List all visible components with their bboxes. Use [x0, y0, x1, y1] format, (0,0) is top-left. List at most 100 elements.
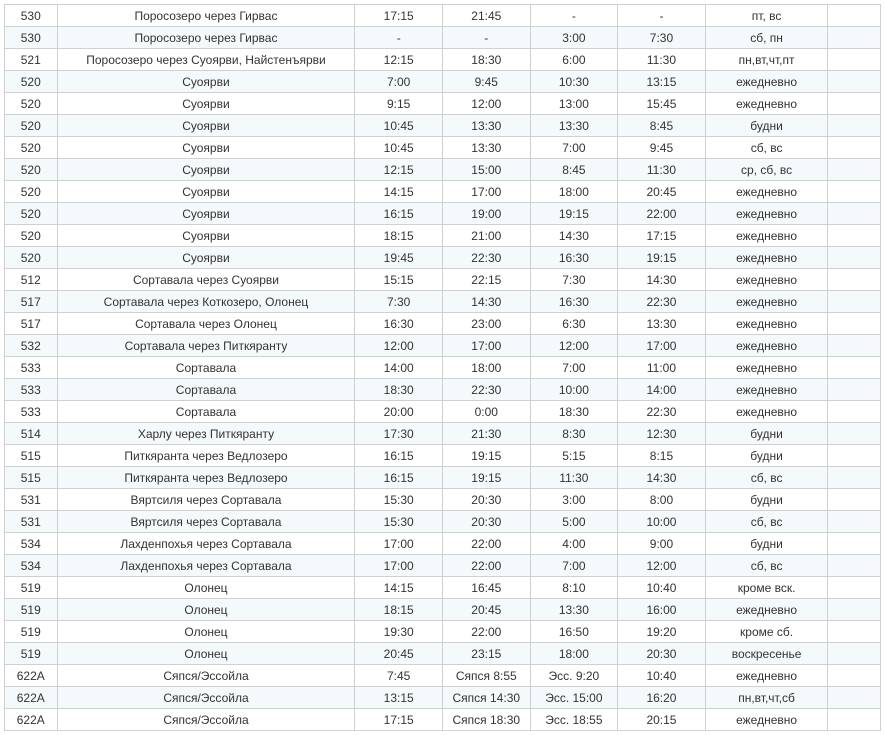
table-cell: [828, 291, 881, 313]
table-row: 622АСяпся/Эссойла13:15Сяпся 14:30Эсс. 15…: [5, 687, 881, 709]
table-cell: 12:15: [355, 49, 443, 71]
table-row: 519Олонец20:4523:1518:0020:30воскресенье: [5, 643, 881, 665]
table-cell: Лахденпохья через Сортавала: [57, 555, 355, 577]
table-cell: 0:00: [442, 401, 530, 423]
table-cell: 21:00: [442, 225, 530, 247]
table-cell: [828, 247, 881, 269]
table-cell: 3:00: [530, 27, 618, 49]
table-cell: [828, 489, 881, 511]
table-cell: 23:15: [442, 643, 530, 665]
table-row: 520Суоярви12:1515:008:4511:30ср, сб, вс: [5, 159, 881, 181]
table-cell: 14:00: [355, 357, 443, 379]
table-cell: [828, 665, 881, 687]
table-cell: 10:00: [530, 379, 618, 401]
table-cell: 14:30: [530, 225, 618, 247]
table-row: 534Лахденпохья через Сортавала17:0022:00…: [5, 555, 881, 577]
table-row: 520Суоярви10:4513:307:009:45сб, вс: [5, 137, 881, 159]
table-cell: 7:00: [530, 137, 618, 159]
table-cell: сб, вс: [705, 511, 828, 533]
table-cell: 16:50: [530, 621, 618, 643]
table-cell: 17:00: [618, 335, 706, 357]
table-cell: [828, 71, 881, 93]
table-cell: 517: [5, 313, 58, 335]
table-cell: ежедневно: [705, 401, 828, 423]
table-cell: Эсс. 9:20: [530, 665, 618, 687]
table-cell: 17:30: [355, 423, 443, 445]
table-cell: 14:15: [355, 577, 443, 599]
table-row: 622АСяпся/Эссойла17:15Сяпся 18:30Эсс. 18…: [5, 709, 881, 731]
table-cell: 531: [5, 489, 58, 511]
table-cell: 19:30: [355, 621, 443, 643]
table-cell: [828, 5, 881, 27]
table-cell: 519: [5, 621, 58, 643]
table-cell: 8:00: [618, 489, 706, 511]
table-cell: ежедневно: [705, 181, 828, 203]
table-row: 512Сортавала через Суоярви15:1522:157:30…: [5, 269, 881, 291]
table-cell: 520: [5, 159, 58, 181]
table-cell: 14:00: [618, 379, 706, 401]
table-cell: 530: [5, 5, 58, 27]
table-cell: воскресенье: [705, 643, 828, 665]
table-cell: 10:30: [530, 71, 618, 93]
table-cell: -: [618, 5, 706, 27]
table-cell: 519: [5, 643, 58, 665]
table-cell: ежедневно: [705, 709, 828, 731]
table-cell: Сортавала: [57, 401, 355, 423]
table-cell: 17:15: [355, 5, 443, 27]
table-cell: 16:15: [355, 203, 443, 225]
table-cell: 520: [5, 115, 58, 137]
table-cell: 5:00: [530, 511, 618, 533]
table-cell: [828, 313, 881, 335]
table-cell: 7:00: [355, 71, 443, 93]
table-cell: 622А: [5, 687, 58, 709]
table-cell: Суоярви: [57, 181, 355, 203]
table-cell: 14:30: [442, 291, 530, 313]
table-cell: 11:30: [618, 159, 706, 181]
table-cell: пн,вт,чт,пт: [705, 49, 828, 71]
table-cell: 9:45: [442, 71, 530, 93]
table-cell: Харлу через Питкяранту: [57, 423, 355, 445]
table-cell: 17:15: [355, 709, 443, 731]
table-cell: Суоярви: [57, 137, 355, 159]
table-cell: Сортавала через Олонец: [57, 313, 355, 335]
table-cell: 20:45: [618, 181, 706, 203]
table-cell: [828, 401, 881, 423]
table-cell: 22:30: [618, 401, 706, 423]
table-cell: 20:45: [442, 599, 530, 621]
table-cell: 20:00: [355, 401, 443, 423]
table-row: 515Питкяранта через Ведлозеро16:1519:155…: [5, 445, 881, 467]
table-cell: 8:45: [618, 115, 706, 137]
table-cell: [828, 115, 881, 137]
table-cell: Сортавала через Питкяранту: [57, 335, 355, 357]
table-cell: ежедневно: [705, 247, 828, 269]
schedule-table: 530Поросозеро через Гирвас17:1521:45--пт…: [4, 4, 881, 731]
table-cell: Сяпся/Эссойла: [57, 709, 355, 731]
table-row: 531Вяртсиля через Сортавала15:3020:303:0…: [5, 489, 881, 511]
table-cell: сб, вс: [705, 555, 828, 577]
table-row: 520Суоярви19:4522:3016:3019:15ежедневно: [5, 247, 881, 269]
table-cell: Эсс. 15:00: [530, 687, 618, 709]
table-cell: Лахденпохья через Сортавала: [57, 533, 355, 555]
table-cell: 17:15: [618, 225, 706, 247]
table-cell: 622А: [5, 709, 58, 731]
table-cell: 515: [5, 445, 58, 467]
table-cell: [828, 137, 881, 159]
table-cell: 9:45: [618, 137, 706, 159]
table-cell: [828, 555, 881, 577]
table-cell: Олонец: [57, 599, 355, 621]
table-cell: 530: [5, 27, 58, 49]
table-cell: [828, 181, 881, 203]
table-cell: 14:30: [618, 467, 706, 489]
table-cell: 16:30: [530, 247, 618, 269]
table-cell: 9:00: [618, 533, 706, 555]
table-cell: Сортавала через Суоярви: [57, 269, 355, 291]
table-cell: сб, вс: [705, 467, 828, 489]
table-cell: 10:45: [355, 137, 443, 159]
table-cell: 18:00: [530, 643, 618, 665]
table-cell: Олонец: [57, 643, 355, 665]
table-cell: 18:15: [355, 599, 443, 621]
table-cell: 12:00: [618, 555, 706, 577]
table-cell: 20:45: [355, 643, 443, 665]
table-cell: 11:30: [530, 467, 618, 489]
table-cell: [828, 643, 881, 665]
